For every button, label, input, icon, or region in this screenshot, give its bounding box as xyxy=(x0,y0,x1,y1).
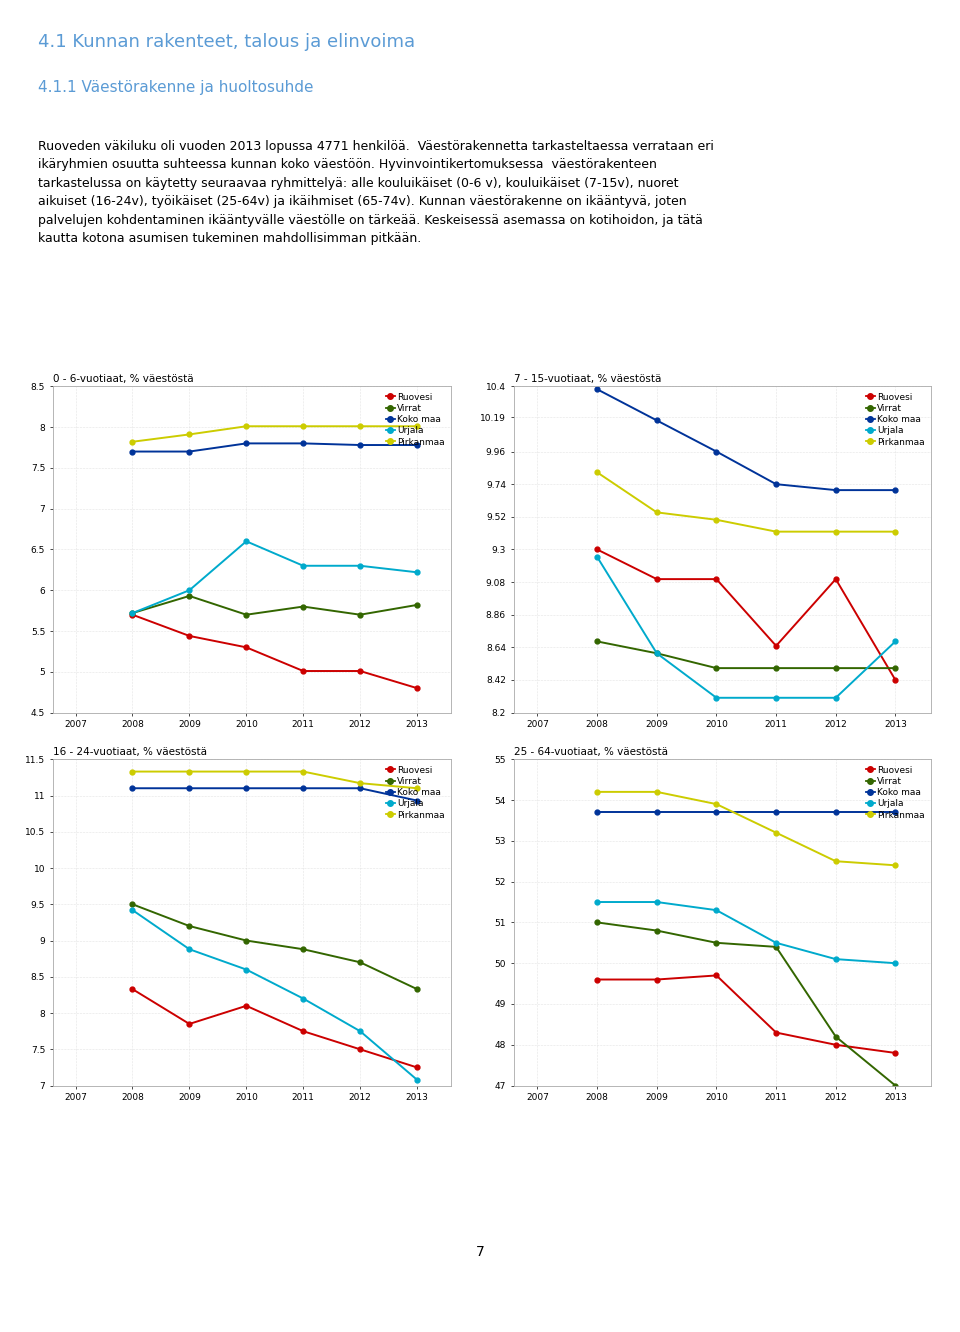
Text: 16 - 24-vuotiaat, % väestöstä: 16 - 24-vuotiaat, % väestöstä xyxy=(53,747,206,757)
Legend: Ruovesi, Virrat, Koko maa, Urjala, Pirkanmaa: Ruovesi, Virrat, Koko maa, Urjala, Pirka… xyxy=(864,763,926,822)
Legend: Ruovesi, Virrat, Koko maa, Urjala, Pirkanmaa: Ruovesi, Virrat, Koko maa, Urjala, Pirka… xyxy=(384,763,446,822)
Text: 7 - 15-vuotiaat, % väestöstä: 7 - 15-vuotiaat, % väestöstä xyxy=(514,374,661,384)
Text: 25 - 64-vuotiaat, % väestöstä: 25 - 64-vuotiaat, % väestöstä xyxy=(514,747,667,757)
Text: Ruoveden väkiluku oli vuoden 2013 lopussa 4771 henkilöä.  Väestörakennetta tarka: Ruoveden väkiluku oli vuoden 2013 lopuss… xyxy=(38,140,714,245)
Text: 4.1 Kunnan rakenteet, talous ja elinvoima: 4.1 Kunnan rakenteet, talous ja elinvoim… xyxy=(38,33,416,52)
Legend: Ruovesi, Virrat, Koko maa, Urjala, Pirkanmaa: Ruovesi, Virrat, Koko maa, Urjala, Pirka… xyxy=(384,390,446,449)
Text: 0 - 6-vuotiaat, % väestöstä: 0 - 6-vuotiaat, % väestöstä xyxy=(53,374,193,384)
Legend: Ruovesi, Virrat, Koko maa, Urjala, Pirkanmaa: Ruovesi, Virrat, Koko maa, Urjala, Pirka… xyxy=(864,390,926,449)
Text: 4.1.1 Väestörakenne ja huoltosuhde: 4.1.1 Väestörakenne ja huoltosuhde xyxy=(38,80,314,95)
Text: 7: 7 xyxy=(475,1245,485,1259)
